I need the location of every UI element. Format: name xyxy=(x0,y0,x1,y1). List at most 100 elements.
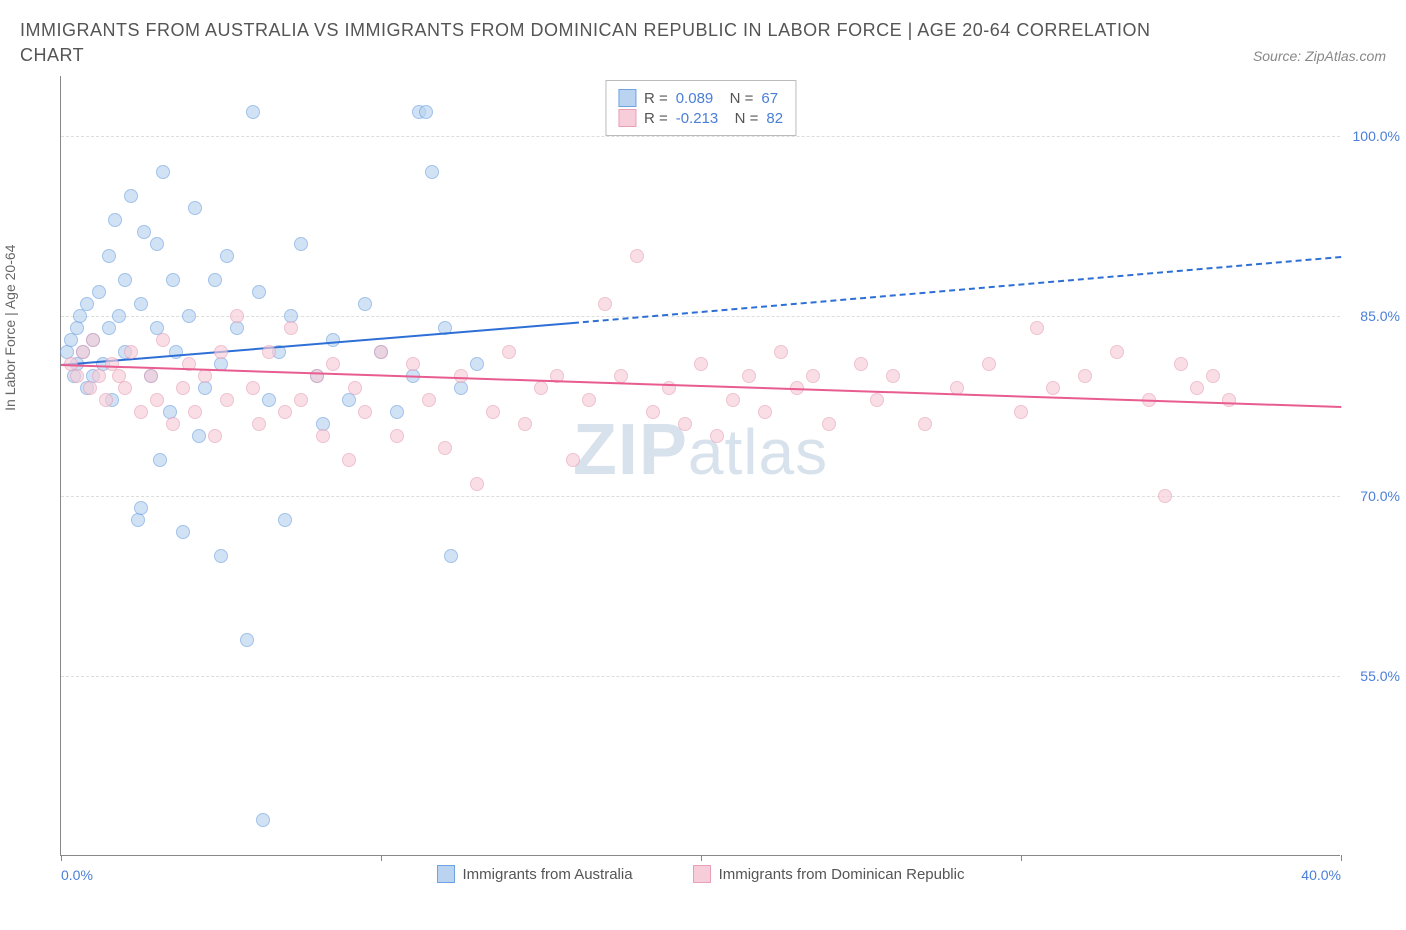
regression-line xyxy=(61,322,573,366)
scatter-point xyxy=(358,297,372,311)
legend-row: R = 0.089 N = 67 xyxy=(618,89,783,107)
series-legend-item: Immigrants from Australia xyxy=(437,865,633,883)
scatter-point xyxy=(214,549,228,563)
scatter-point xyxy=(326,357,340,371)
legend-n-value: 67 xyxy=(761,90,778,107)
scatter-point xyxy=(444,549,458,563)
x-tick-label: 40.0% xyxy=(1301,867,1341,883)
scatter-point xyxy=(70,321,84,335)
scatter-point xyxy=(1190,381,1204,395)
scatter-point xyxy=(156,165,170,179)
scatter-point xyxy=(870,393,884,407)
scatter-point xyxy=(598,297,612,311)
scatter-point xyxy=(886,369,900,383)
scatter-point xyxy=(102,321,116,335)
scatter-point xyxy=(150,237,164,251)
scatter-point xyxy=(1110,345,1124,359)
scatter-point xyxy=(182,309,196,323)
series-label: Immigrants from Australia xyxy=(463,866,633,883)
scatter-point xyxy=(192,429,206,443)
series-legend: Immigrants from Australia Immigrants from… xyxy=(61,865,1340,883)
watermark-atlas: atlas xyxy=(688,416,828,488)
scatter-point xyxy=(710,429,724,443)
series-legend-item: Immigrants from Dominican Republic xyxy=(693,865,965,883)
scatter-point xyxy=(73,309,87,323)
x-tick xyxy=(701,855,702,861)
watermark: ZIPatlas xyxy=(573,409,828,491)
scatter-point xyxy=(614,369,628,383)
legend-n-label: N = xyxy=(726,110,758,127)
scatter-point xyxy=(118,381,132,395)
scatter-point xyxy=(124,345,138,359)
legend-r-value: -0.213 xyxy=(676,110,719,127)
scatter-point xyxy=(284,321,298,335)
legend-r-label: R = xyxy=(644,90,668,107)
scatter-point xyxy=(806,369,820,383)
scatter-point xyxy=(1206,369,1220,383)
legend-swatch xyxy=(693,865,711,883)
legend-swatch xyxy=(437,865,455,883)
scatter-point xyxy=(390,429,404,443)
scatter-point xyxy=(726,393,740,407)
scatter-point xyxy=(406,357,420,371)
scatter-point xyxy=(262,393,276,407)
plot-area: ZIPatlas R = 0.089 N = 67 R = -0.213 N = … xyxy=(60,76,1340,856)
scatter-point xyxy=(166,417,180,431)
scatter-point xyxy=(134,501,148,515)
correlation-legend: R = 0.089 N = 67R = -0.213 N = 82 xyxy=(605,80,796,136)
legend-n-label: N = xyxy=(721,90,753,107)
scatter-point xyxy=(188,201,202,215)
scatter-point xyxy=(144,369,158,383)
scatter-point xyxy=(198,381,212,395)
scatter-point xyxy=(214,345,228,359)
scatter-point xyxy=(64,333,78,347)
scatter-point xyxy=(294,237,308,251)
scatter-point xyxy=(246,381,260,395)
scatter-point xyxy=(208,273,222,287)
y-tick-label: 55.0% xyxy=(1360,668,1400,684)
regression-line-extrapolated xyxy=(573,256,1341,324)
x-tick xyxy=(61,855,62,861)
scatter-point xyxy=(246,105,260,119)
scatter-point xyxy=(176,525,190,539)
x-tick xyxy=(1341,855,1342,861)
scatter-point xyxy=(566,453,580,467)
scatter-point xyxy=(1222,393,1236,407)
scatter-point xyxy=(134,405,148,419)
legend-n-value: 82 xyxy=(766,110,783,127)
scatter-point xyxy=(262,345,276,359)
scatter-point xyxy=(278,405,292,419)
scatter-point xyxy=(80,297,94,311)
scatter-point xyxy=(374,345,388,359)
grid-line xyxy=(61,676,1340,677)
scatter-point xyxy=(118,273,132,287)
scatter-point xyxy=(278,513,292,527)
scatter-point xyxy=(438,441,452,455)
scatter-point xyxy=(176,381,190,395)
legend-swatch xyxy=(618,89,636,107)
source-label: Source: ZipAtlas.com xyxy=(1253,48,1386,64)
legend-r-label: R = xyxy=(644,110,668,127)
x-tick xyxy=(381,855,382,861)
scatter-point xyxy=(230,321,244,335)
scatter-point xyxy=(854,357,868,371)
legend-row: R = -0.213 N = 82 xyxy=(618,109,783,127)
scatter-point xyxy=(208,429,222,443)
scatter-point xyxy=(76,345,90,359)
scatter-point xyxy=(1046,381,1060,395)
legend-r-value: 0.089 xyxy=(676,90,714,107)
scatter-point xyxy=(316,429,330,443)
scatter-point xyxy=(518,417,532,431)
scatter-point xyxy=(326,333,340,347)
y-axis-label: In Labor Force | Age 20-64 xyxy=(2,245,18,411)
scatter-point xyxy=(694,357,708,371)
scatter-point xyxy=(166,273,180,287)
scatter-point xyxy=(348,381,362,395)
legend-swatch xyxy=(618,109,636,127)
scatter-point xyxy=(630,249,644,263)
scatter-point xyxy=(294,393,308,407)
scatter-point xyxy=(582,393,596,407)
scatter-point xyxy=(982,357,996,371)
scatter-point xyxy=(230,309,244,323)
scatter-point xyxy=(256,813,270,827)
